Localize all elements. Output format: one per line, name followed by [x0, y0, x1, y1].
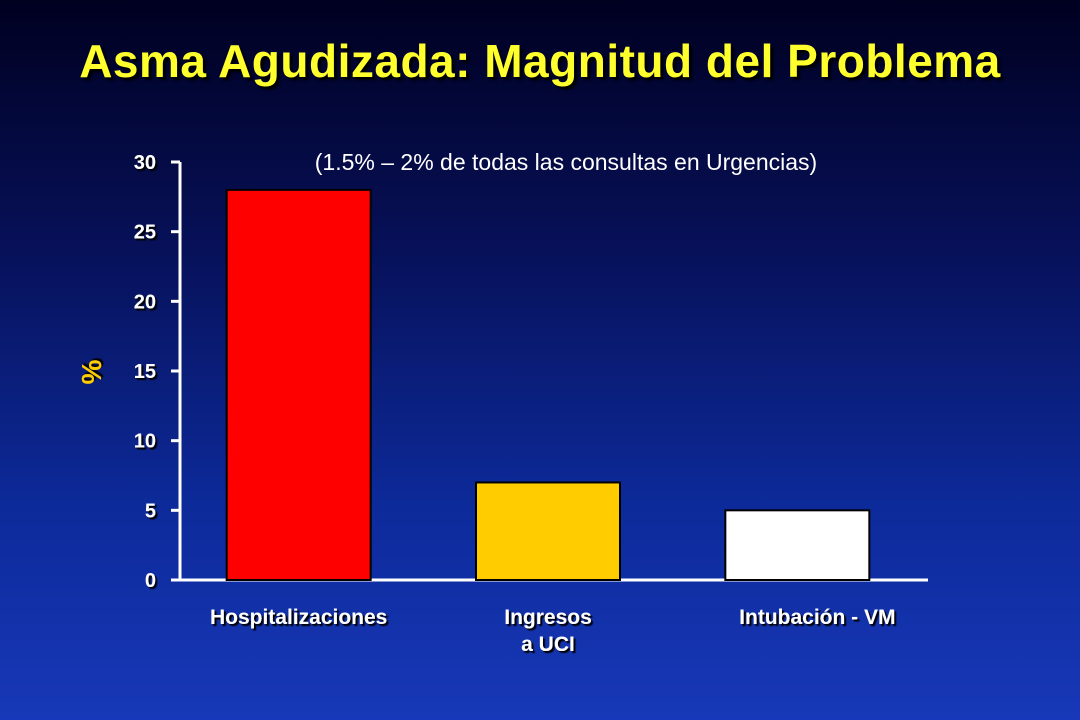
bar-1 [475, 481, 621, 582]
y-tick-label: 10 [134, 431, 156, 453]
x-category-label: a UCI [521, 633, 575, 656]
x-category-label: Ingresos [504, 606, 592, 629]
slide-title: Asma Agudizada: Magnitud del Problema [79, 35, 1001, 87]
bar-2 [724, 509, 871, 582]
y-tick-label: 20 [134, 291, 156, 313]
y-tick-label: 0 [145, 570, 156, 592]
chart-subtitle: (1.5% – 2% de todas las consultas en Urg… [315, 149, 817, 175]
y-tick-label: 30 [134, 152, 156, 174]
y-tick-label: 15 [134, 361, 156, 383]
bar-0 [225, 188, 372, 581]
y-tick-label: 5 [145, 500, 156, 522]
y-axis-label: % [76, 359, 107, 384]
x-category-label: Intubación - VM [739, 606, 895, 629]
y-tick-label: 25 [134, 222, 156, 244]
x-category-label: Hospitalizaciones [210, 606, 387, 629]
